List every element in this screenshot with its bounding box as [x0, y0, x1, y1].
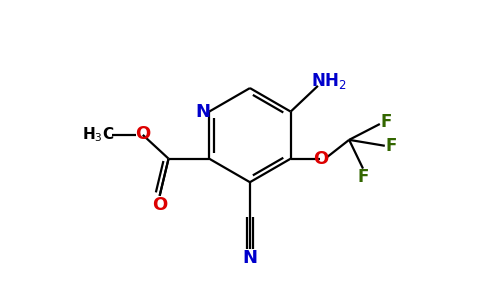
Text: N: N — [242, 249, 257, 267]
Text: F: F — [386, 137, 397, 155]
Text: F: F — [357, 169, 369, 187]
Text: H$_3$C: H$_3$C — [82, 125, 114, 144]
Text: O: O — [313, 150, 328, 168]
Text: N: N — [195, 103, 210, 121]
Text: O: O — [135, 125, 151, 143]
Text: F: F — [380, 112, 392, 130]
Text: O: O — [152, 196, 167, 214]
Text: NH$_2$: NH$_2$ — [311, 71, 347, 91]
